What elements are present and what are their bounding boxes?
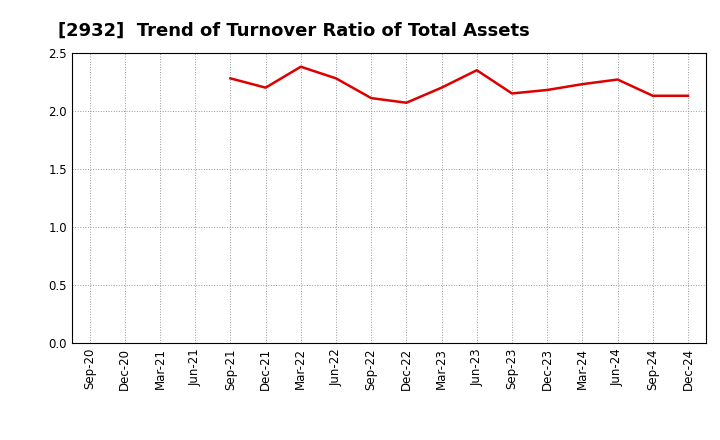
Text: [2932]  Trend of Turnover Ratio of Total Assets: [2932] Trend of Turnover Ratio of Total … [58,22,529,40]
